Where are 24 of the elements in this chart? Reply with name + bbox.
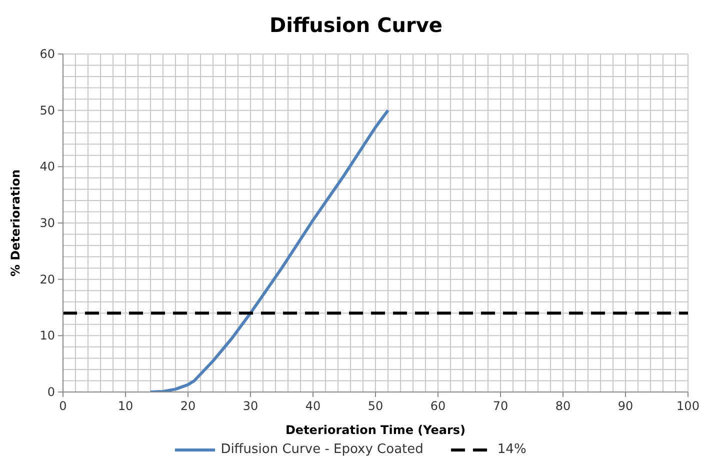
y-tick-label: 20 [40,272,55,286]
x-tick-label: 90 [618,399,634,413]
x-tick-label: 70 [492,399,508,413]
y-tick-label: 10 [40,328,55,343]
x-tick-label: 40 [305,399,321,413]
y-tick-label: 30 [40,216,55,230]
x-tick-label: 60 [430,399,446,413]
legend-label: Diffusion Curve - Epoxy Coated [220,442,424,457]
line-series [149,108,390,392]
x-tick-label: 50 [368,399,384,413]
x-tick-label: 80 [555,399,571,413]
chart-title: Diffusion Curve [268,12,444,39]
x-tick-label: 0 [59,399,67,413]
y-tick-label: 60 [40,47,55,61]
legend-label: 14% [497,442,526,457]
y-axis-title: % Deterioration [8,169,22,277]
x-tick-label: 10 [118,399,134,413]
x-axis-title: Deterioration Time (Years) [285,423,466,437]
y-tick-label: 0 [47,385,55,399]
x-tick-label: 20 [180,399,196,413]
x-tick-label: 100 [676,399,700,413]
y-tick-label: 40 [40,160,55,174]
y-tick-label: 50 [40,103,55,118]
x-tick-label: 30 [242,399,258,413]
